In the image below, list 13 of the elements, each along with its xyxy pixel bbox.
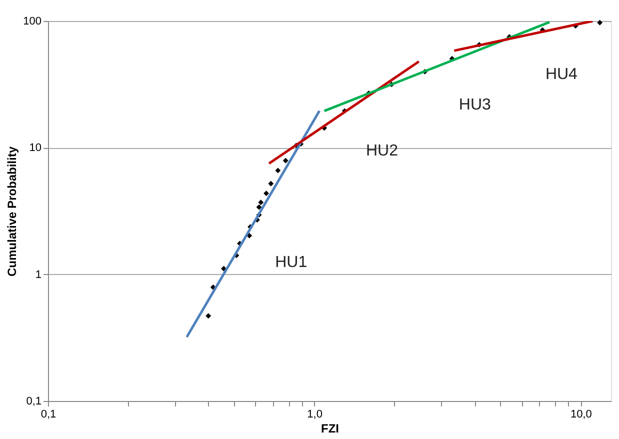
annotation: HU1 — [275, 254, 308, 271]
annotation: HU2 — [366, 142, 398, 160]
x-axis-title: FZI — [321, 422, 339, 436]
x-tick-label: 0,1 — [40, 408, 56, 420]
x-tick-label: 10,0 — [570, 408, 592, 420]
y-tick-label: 100 — [23, 16, 42, 28]
y-axis-title: Cumulative Probability — [5, 146, 20, 277]
x-tick-label: 1,0 — [307, 408, 322, 420]
y-tick-label: 10 — [29, 142, 42, 154]
y-tick-label: 1 — [35, 268, 42, 281]
annotation: HU3 — [458, 96, 492, 114]
annotation: HU4 — [545, 66, 578, 83]
y-tick-label: 0,1 — [26, 396, 42, 408]
